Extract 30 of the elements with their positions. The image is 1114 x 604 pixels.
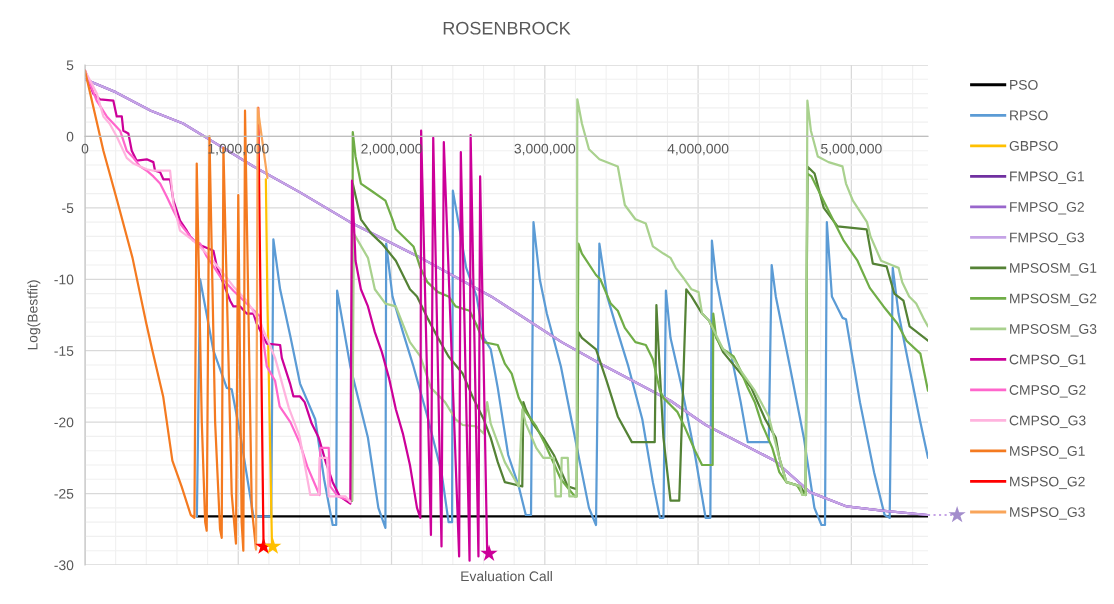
x-tick-label: 0 — [81, 143, 89, 154]
y-tick-label: -5 — [62, 203, 74, 214]
y-tick-label: -30 — [54, 560, 74, 571]
legend-label: MSPSO_G3 — [1010, 507, 1085, 520]
legend-label: MSPSO_G2 — [1010, 476, 1085, 490]
legend-label: PSO — [1010, 79, 1038, 90]
legend-label: MPSOSM_G1 — [1010, 263, 1097, 276]
x-tick-label: 5,000,000 — [821, 143, 882, 156]
legend-label: MPSOSM_G3 — [1010, 324, 1097, 337]
y-tick-label: 0 — [66, 131, 74, 142]
y-tick-label: 5 — [66, 60, 74, 71]
legend-label: CMPSO_G3 — [1009, 415, 1086, 429]
y-tick-label: -15 — [54, 346, 74, 356]
chart-title: ROSENBROCK — [443, 21, 571, 35]
y-tick-label: -20 — [54, 417, 74, 428]
legend-label: GBPSO — [1009, 140, 1058, 151]
y-axis-title: Log(Bestfit) — [27, 280, 41, 350]
legend-label: FMPSO_G1 — [1010, 171, 1084, 184]
legend-label: FMPSO_G2 — [1010, 201, 1084, 215]
x-tick-label: 3,000,000 — [514, 143, 576, 156]
x-axis-title: Evaluation Call — [461, 571, 552, 582]
legend-label: CMPSO_G2 — [1009, 385, 1086, 398]
legend-label: CMPSO_G1 — [1009, 354, 1086, 368]
x-tick-label: 4,000,000 — [667, 143, 729, 156]
legend-label: MPSOSM_G2 — [1010, 293, 1097, 306]
y-tick-label: -10 — [54, 274, 74, 285]
legend-label: RPSO — [1010, 110, 1048, 121]
legend-label: MSPSO_G1 — [1010, 446, 1085, 459]
legend-label: FMPSO_G3 — [1010, 232, 1085, 245]
y-tick-label: -25 — [54, 488, 74, 499]
